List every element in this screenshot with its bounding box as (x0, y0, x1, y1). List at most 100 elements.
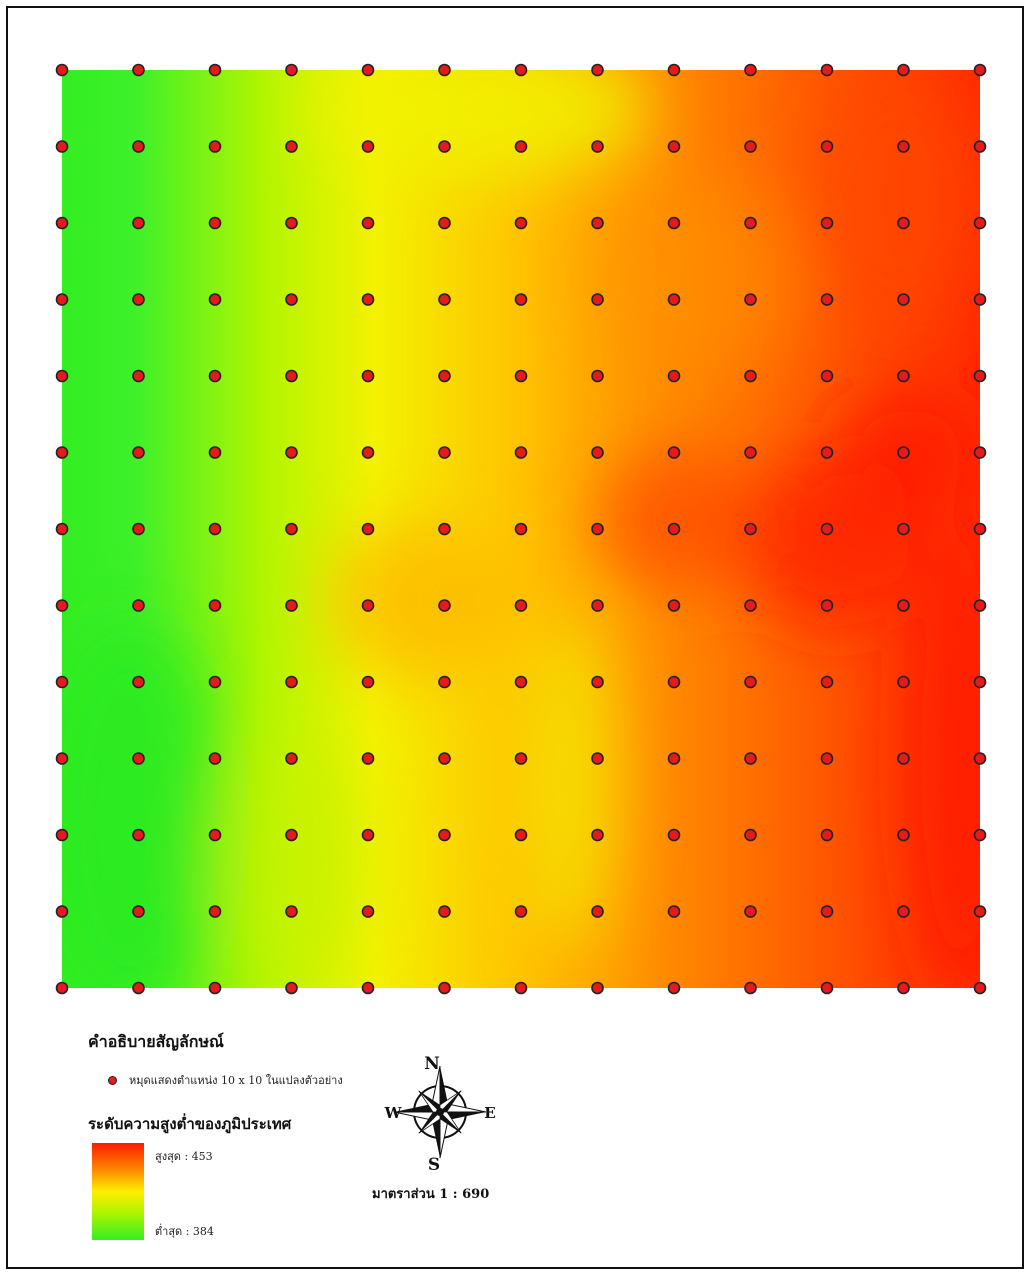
sample-point (744, 293, 757, 306)
sample-point (820, 293, 834, 306)
sample-point (361, 446, 375, 459)
sample-point (55, 63, 69, 77)
sample-point (361, 216, 375, 230)
sample-point (897, 293, 910, 306)
sample-point (973, 369, 987, 383)
sample-point (132, 828, 145, 842)
sample-point (438, 63, 451, 77)
sample-point (667, 981, 681, 995)
sample-point (667, 140, 681, 153)
sample-point (438, 828, 451, 842)
sample-point (820, 752, 834, 765)
sample-point (285, 446, 298, 459)
sample-point (514, 63, 528, 77)
sample-point (897, 140, 910, 153)
sample-point (438, 599, 451, 612)
sample-point (208, 140, 222, 153)
sample-point (973, 216, 987, 230)
sample-points (55, 63, 987, 995)
sample-point (438, 905, 451, 918)
sample-point (132, 599, 145, 612)
sample-point (591, 522, 604, 536)
sample-point (132, 293, 145, 306)
sample-point (208, 446, 222, 459)
sample-point (208, 63, 222, 77)
sample-point (208, 981, 222, 995)
sample-point (361, 522, 375, 536)
sample-point (897, 905, 910, 918)
sample-point (591, 905, 604, 918)
sample-point (897, 63, 910, 77)
sample-point (132, 63, 145, 77)
sample-point (973, 905, 987, 918)
sample-point (820, 599, 834, 612)
sample-point (132, 369, 145, 383)
compass-rose-icon: N S E W (384, 1054, 496, 1175)
sample-point (285, 140, 298, 153)
sample-point (208, 599, 222, 612)
sample-point (132, 216, 145, 230)
elevation-legend-title: ระดับความสูงต่ำของภูมิประเทศ (88, 1115, 292, 1133)
sample-point (514, 752, 528, 765)
sample-point (438, 981, 451, 995)
sample-point (897, 446, 910, 459)
sample-point (667, 675, 681, 689)
sample-point (285, 675, 298, 689)
sample-point (514, 522, 528, 536)
sample-point (514, 293, 528, 306)
sample-point (514, 675, 528, 689)
legend-title: คำอธิบายสัญลักษณ์ (88, 1032, 224, 1051)
sample-point (973, 140, 987, 153)
sample-point (132, 522, 145, 536)
sample-point (55, 140, 69, 153)
sample-point (973, 828, 987, 842)
sample-point (514, 216, 528, 230)
sample-point (438, 752, 451, 765)
compass-n: N (424, 1054, 440, 1074)
sample-point (132, 140, 145, 153)
sample-point (285, 216, 298, 230)
sample-point (667, 293, 681, 306)
sample-point (897, 369, 910, 383)
sample-point (591, 599, 604, 612)
sample-point (897, 752, 910, 765)
sample-point (208, 828, 222, 842)
sample-point (361, 981, 375, 995)
sample-point (55, 981, 69, 995)
elevation-low-label: ต่ำสุด : 384 (155, 1225, 214, 1238)
sample-point (438, 522, 451, 536)
sample-point (55, 216, 69, 230)
sample-point (55, 293, 69, 306)
sample-point (438, 216, 451, 230)
sample-point (667, 828, 681, 842)
sample-point (897, 828, 910, 842)
elevation-high-label: สูงสุด : 453 (155, 1150, 213, 1163)
sample-point (667, 905, 681, 918)
sample-point (973, 599, 987, 612)
sample-point (285, 522, 298, 536)
sample-point (208, 216, 222, 230)
sample-point (438, 446, 451, 459)
sample-point (438, 293, 451, 306)
sample-point (132, 981, 145, 995)
sample-point (208, 905, 222, 918)
point-symbol-icon (108, 1075, 117, 1085)
sample-point (438, 675, 451, 689)
sample-point (55, 752, 69, 765)
sample-point (514, 905, 528, 918)
sample-point (285, 828, 298, 842)
sample-point (591, 446, 604, 459)
sample-point (55, 369, 69, 383)
sample-point (361, 752, 375, 765)
sample-point (55, 675, 69, 689)
sample-point (208, 752, 222, 765)
elevation-variation (62, 70, 980, 988)
sample-point (55, 522, 69, 536)
compass-s: S (428, 1155, 440, 1175)
sample-point (208, 522, 222, 536)
sample-point (591, 216, 604, 230)
sample-point (897, 599, 910, 612)
sample-point (514, 981, 528, 995)
sample-point (514, 140, 528, 153)
sample-point (285, 905, 298, 918)
